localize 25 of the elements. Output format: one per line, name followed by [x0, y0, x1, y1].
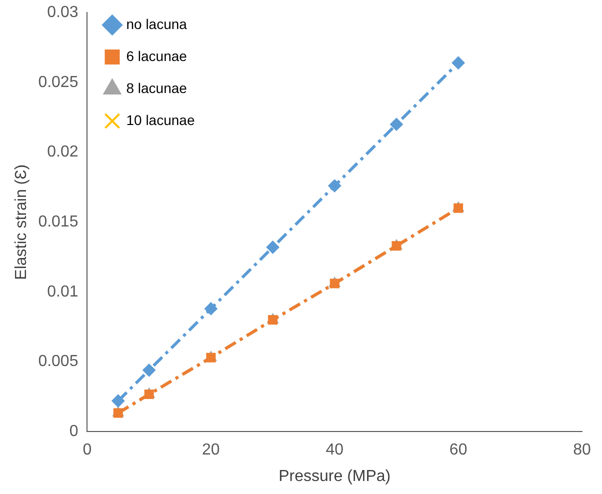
y-tick-label: 0.005 — [38, 353, 78, 370]
legend-label: 6 lacunae — [126, 48, 188, 64]
legend-label: no lacuna — [126, 16, 188, 32]
y-tick-label: 0.025 — [38, 74, 78, 91]
legend-label: 10 lacunae — [126, 112, 195, 128]
point — [142, 364, 156, 377]
point — [390, 118, 403, 131]
point — [204, 302, 218, 316]
legend-label: 8 lacunae — [126, 80, 188, 96]
y-tick-label: 0.03 — [47, 4, 78, 22]
y-tick-label: 0.01 — [47, 283, 78, 300]
point — [328, 179, 342, 192]
y-tick-label: 0 — [69, 423, 78, 440]
y-tick-label: 0.015 — [38, 214, 78, 231]
point — [112, 394, 125, 408]
point — [452, 56, 465, 70]
x-tick-label: 60 — [449, 442, 468, 459]
x-tick-label: 0 — [82, 442, 92, 459]
x-axis-title: Pressure (MPa) — [278, 468, 391, 485]
y-tick-label: 0.02 — [47, 144, 78, 161]
x-tick-label: 80 — [573, 442, 591, 459]
y-axis-title: Elastic strain (Ɛ) — [13, 164, 30, 280]
x-tick-label: 20 — [202, 442, 220, 459]
x-tick-label: 40 — [326, 442, 344, 459]
point — [266, 240, 280, 254]
